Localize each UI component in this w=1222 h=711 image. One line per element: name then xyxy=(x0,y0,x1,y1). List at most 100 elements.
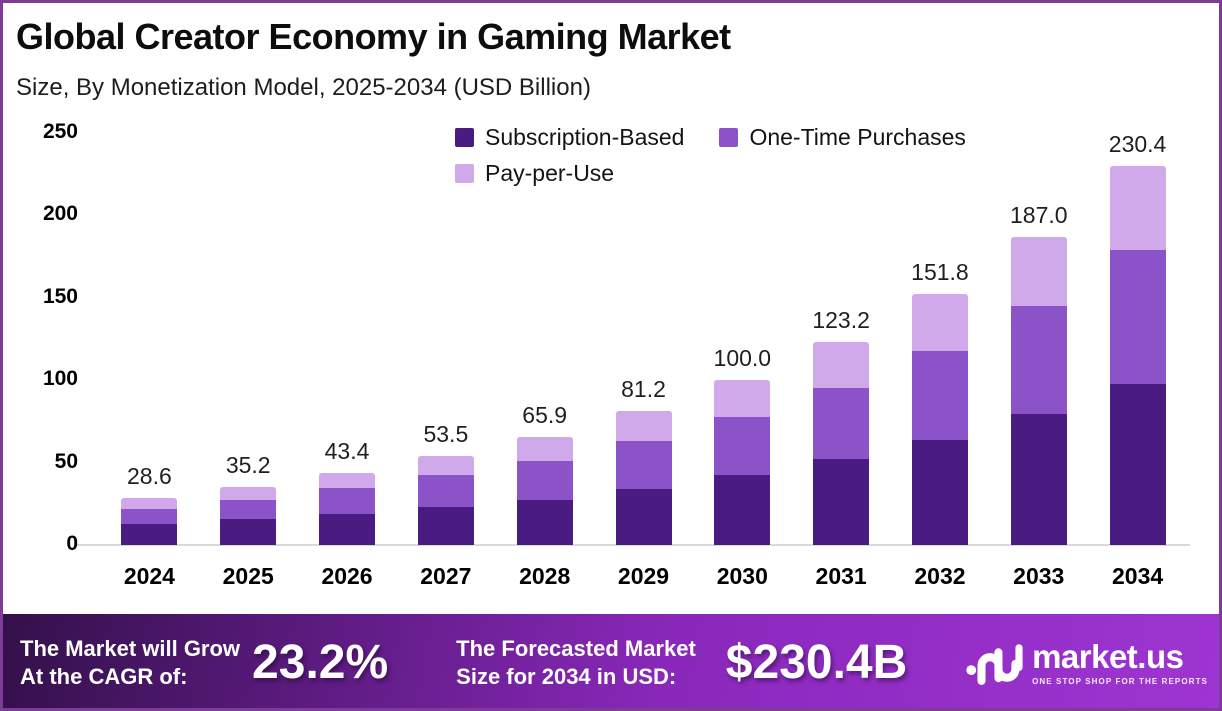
legend-row: Pay-per-Use xyxy=(455,160,1001,187)
forecast-label-line1: The Forecasted Market xyxy=(456,635,696,661)
bar-segment-pay-per-use-2033 xyxy=(1010,237,1067,306)
x-label-2030: 2030 xyxy=(716,563,768,589)
bar-segment-pay-per-use-2030 xyxy=(714,380,771,417)
stacked-bar-2032 xyxy=(911,294,968,545)
bar-segment-one-time-purchases-2028 xyxy=(516,461,573,500)
market-us-logo: market.us ONE STOP SHOP FOR THE REPORTS xyxy=(965,638,1208,688)
legend-row: Subscription-Based One-Time Purchases xyxy=(455,124,1001,151)
bar-segment-pay-per-use-2027 xyxy=(417,456,474,475)
legend-label: Pay-per-Use xyxy=(485,160,615,186)
bar-segment-one-time-purchases-2025 xyxy=(220,500,277,519)
bar-segment-one-time-purchases-2029 xyxy=(615,441,672,489)
y-tick-0: 0 xyxy=(66,532,78,555)
total-label-2027: 53.5 xyxy=(423,421,469,447)
stacked-bar-2025 xyxy=(220,487,277,545)
y-tick-100: 100 xyxy=(42,367,78,391)
bar-segment-one-time-purchases-2033 xyxy=(1010,306,1067,414)
total-label-2034: 230.4 xyxy=(1108,131,1167,157)
bar-segment-pay-per-use-2029 xyxy=(615,411,672,441)
stacked-bar-2026 xyxy=(319,473,376,545)
x-label-2032: 2032 xyxy=(914,563,966,589)
stacked-bar-2024 xyxy=(121,498,178,545)
x-label-2028: 2028 xyxy=(519,563,571,589)
chart-legend: Subscription-Based One-Time Purchases Pay-… xyxy=(455,124,1001,196)
stacked-bar-2031 xyxy=(813,342,870,545)
bar-segment-pay-per-use-2025 xyxy=(220,487,277,500)
forecast-label-line2: Size for 2034 in USD: xyxy=(456,663,677,689)
stacked-bar-2030 xyxy=(714,380,771,545)
total-label-2033: 187.0 xyxy=(1009,202,1068,228)
cagr-value: 23.2% xyxy=(252,636,389,689)
market-us-logo-icon xyxy=(966,643,1023,685)
bar-segment-one-time-purchases-2024 xyxy=(121,509,178,524)
x-label-2031: 2031 xyxy=(815,563,867,589)
y-tick-50: 50 xyxy=(54,449,78,473)
cagr-label-line2: At the CAGR of: xyxy=(20,663,188,689)
bar-segment-pay-per-use-2028 xyxy=(516,437,573,461)
legend-swatch-icon xyxy=(455,128,474,147)
bar-segment-subscription-based-2025 xyxy=(220,519,277,545)
logo-text-column: market.us ONE STOP SHOP FOR THE REPORTS xyxy=(1032,640,1208,686)
y-tick-150: 150 xyxy=(42,284,78,308)
total-label-2030: 100.0 xyxy=(713,345,772,371)
legend-label: Subscription-Based xyxy=(485,124,685,150)
cagr-label-line1: The Market will Grow xyxy=(20,635,241,661)
bar-segment-subscription-based-2031 xyxy=(813,459,870,545)
chart-subtitle: Size, By Monetization Model, 2025-2034 (… xyxy=(16,74,591,101)
cagr-label: The Market will Grow At the CAGR of: xyxy=(20,635,240,691)
x-label-2034: 2034 xyxy=(1111,563,1164,589)
legend-item-pay-per-use: Pay-per-Use xyxy=(455,160,614,187)
bar-segment-one-time-purchases-2034 xyxy=(1109,250,1166,384)
bar-segment-subscription-based-2026 xyxy=(319,514,376,545)
x-label-2025: 2025 xyxy=(222,563,274,589)
total-label-2028: 65.9 xyxy=(522,402,568,428)
bar-segment-subscription-based-2034 xyxy=(1109,384,1166,545)
bar-segment-subscription-based-2024 xyxy=(121,524,178,545)
legend-swatch-icon xyxy=(719,128,739,147)
bar-segment-subscription-based-2028 xyxy=(516,500,573,545)
bar-segment-subscription-based-2027 xyxy=(417,507,474,545)
total-label-2025: 35.2 xyxy=(225,452,271,478)
bar-segment-one-time-purchases-2031 xyxy=(813,388,870,459)
bar-segment-pay-per-use-2032 xyxy=(911,294,968,351)
logo-name: market.us xyxy=(1032,637,1184,675)
bar-segment-one-time-purchases-2026 xyxy=(319,488,376,514)
stacked-bar-2027 xyxy=(417,456,474,545)
total-label-2029: 81.2 xyxy=(621,376,666,402)
x-label-2026: 2026 xyxy=(321,563,373,589)
chart-title: Global Creator Economy in Gaming Market xyxy=(16,16,731,57)
legend-item-subscription-based: Subscription-Based xyxy=(455,124,684,151)
bar-segment-pay-per-use-2034 xyxy=(1109,166,1166,250)
total-label-2026: 43.4 xyxy=(324,438,370,464)
total-label-2032: 151.8 xyxy=(911,259,969,285)
x-axis-line xyxy=(75,544,1190,546)
x-label-2027: 2027 xyxy=(420,563,472,589)
stacked-bar-2029 xyxy=(615,411,672,545)
total-label-2024: 28.6 xyxy=(127,463,172,489)
x-label-2033: 2033 xyxy=(1013,563,1065,589)
y-tick-200: 200 xyxy=(42,202,78,226)
bar-segment-subscription-based-2029 xyxy=(615,489,672,545)
bar-segment-subscription-based-2033 xyxy=(1010,414,1067,545)
forecast-value: $230.4B xyxy=(725,636,908,689)
legend-label: One-Time Purchases xyxy=(749,124,966,150)
x-label-2029: 2029 xyxy=(617,563,670,589)
y-tick-250: 250 xyxy=(42,120,78,143)
stacked-bar-2028 xyxy=(516,437,573,545)
bar-segment-one-time-purchases-2027 xyxy=(417,475,474,507)
bar-segment-subscription-based-2030 xyxy=(714,475,771,545)
logo-tagline: ONE STOP SHOP FOR THE REPORTS xyxy=(1032,676,1208,686)
bar-segment-pay-per-use-2026 xyxy=(319,473,376,488)
bottom-banner: The Market will Grow At the CAGR of: 23.… xyxy=(0,614,1222,711)
legend-swatch-icon xyxy=(455,164,474,183)
bar-segment-one-time-purchases-2032 xyxy=(911,351,968,440)
bar-segment-subscription-based-2032 xyxy=(911,440,968,545)
bar-segment-pay-per-use-2024 xyxy=(121,498,178,509)
x-label-2024: 2024 xyxy=(123,563,175,589)
legend-item-one-time-purchases: One-Time Purchases xyxy=(719,124,966,151)
forecast-label: The Forecasted Market Size for 2034 in U… xyxy=(456,635,696,691)
stacked-bar-2034 xyxy=(1109,166,1166,545)
stacked-bar-2033 xyxy=(1010,237,1067,545)
